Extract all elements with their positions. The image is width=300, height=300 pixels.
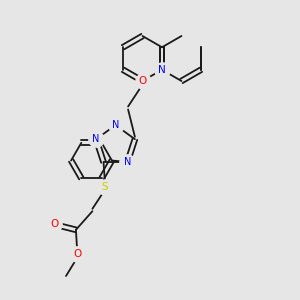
Text: N: N [158, 65, 166, 75]
Text: O: O [73, 249, 82, 260]
Text: O: O [138, 76, 147, 86]
Text: S: S [102, 182, 108, 192]
Text: N: N [112, 120, 119, 130]
Text: N: N [124, 157, 131, 167]
Text: N: N [92, 134, 100, 144]
Text: O: O [50, 219, 58, 230]
